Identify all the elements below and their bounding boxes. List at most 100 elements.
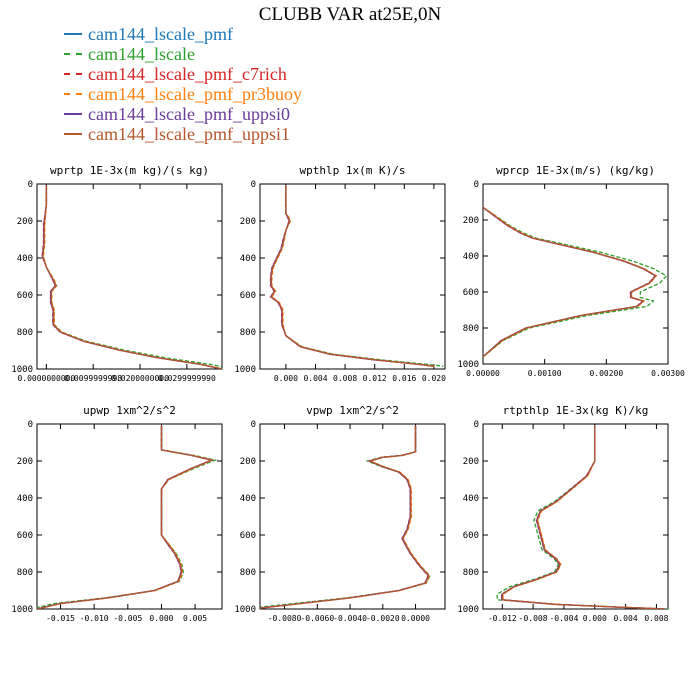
y-tick-label: 400 bbox=[463, 252, 479, 262]
series-line bbox=[483, 206, 657, 358]
x-tick-label: 0.004 bbox=[303, 374, 327, 383]
plot-frame bbox=[36, 423, 223, 610]
y-tick-label: 0 bbox=[28, 180, 33, 190]
series-line bbox=[37, 425, 218, 609]
legend-swatch bbox=[64, 93, 82, 95]
plot-frame bbox=[259, 183, 446, 370]
chart-panel: upwp 1xm^2/s^2 0 200 400 600 800 1000 -0.015 -0.… bbox=[11, 404, 223, 623]
series-line bbox=[269, 185, 434, 367]
y-tick-label: 200 bbox=[463, 216, 479, 226]
series-line bbox=[483, 206, 657, 358]
chart-title: upwp 1xm^2/s^2 bbox=[83, 404, 176, 417]
series-line bbox=[37, 425, 215, 609]
series-line bbox=[260, 425, 431, 609]
series-line bbox=[42, 185, 222, 369]
x-tick-label: 0.016 bbox=[392, 374, 416, 383]
series-line bbox=[270, 185, 435, 367]
x-tick-label: 0.000 bbox=[149, 614, 173, 623]
series-line bbox=[41, 185, 222, 369]
series-line bbox=[483, 206, 657, 358]
chart-title: vpwp 1xm^2/s^2 bbox=[306, 404, 399, 417]
legend-item: cam144_lscale_pmf_uppsi0 bbox=[60, 104, 302, 124]
chart-title: rtpthlp 1E-3x(kg K)/kg bbox=[503, 404, 649, 417]
y-tick-label: 0 bbox=[251, 180, 256, 190]
x-tick-label: 0.000 bbox=[274, 374, 298, 383]
y-tick-label: 0 bbox=[251, 420, 256, 430]
plot-frame bbox=[482, 423, 669, 610]
chart-title: wprcp 1E-3x(m/s) (kg/kg) bbox=[496, 164, 655, 177]
x-tick-label: 0.005 bbox=[183, 614, 207, 623]
y-tick-label: 800 bbox=[17, 328, 33, 338]
legend-swatch bbox=[64, 113, 82, 115]
plot-frame bbox=[259, 423, 446, 610]
series-line bbox=[260, 425, 430, 609]
y-tick-label: 600 bbox=[463, 531, 479, 541]
y-tick-label: 800 bbox=[463, 568, 479, 578]
series-line bbox=[42, 185, 222, 369]
y-tick-label: 200 bbox=[17, 217, 33, 227]
series-line bbox=[501, 425, 665, 609]
series-line bbox=[260, 425, 431, 608]
y-tick-label: 0 bbox=[474, 420, 479, 430]
x-tick-label: -0.005 bbox=[113, 614, 142, 623]
legend-swatch bbox=[64, 73, 82, 75]
chart-panel: wprcp 1E-3x(m/s) (kg/kg) 0 200 400 600 800 100… bbox=[457, 164, 685, 378]
figure-title: CLUBB VAR at25E,0N bbox=[258, 4, 442, 25]
y-tick-label: 600 bbox=[240, 531, 256, 541]
x-tick-label: -0.008 bbox=[519, 614, 548, 623]
x-tick-label: 0.00300 bbox=[651, 369, 685, 378]
y-tick-label: 600 bbox=[240, 291, 256, 301]
x-tick-label: 0.020 bbox=[422, 374, 446, 383]
legend-label: cam144_lscale_pmf_uppsi0 bbox=[88, 104, 290, 124]
plot-frame bbox=[36, 183, 223, 370]
x-tick-label: 0.012 bbox=[363, 374, 387, 383]
series-line bbox=[37, 425, 215, 609]
legend-item: cam144_lscale_pmf_uppsi1 bbox=[60, 124, 302, 144]
x-tick-label: 0.0000 bbox=[401, 614, 430, 623]
x-tick-label: 0.0200000000 bbox=[111, 374, 169, 383]
y-tick-label: 0 bbox=[28, 420, 33, 430]
series-line bbox=[483, 206, 668, 358]
legend-label: cam144_lscale_pmf_uppsi1 bbox=[88, 124, 290, 144]
series-line bbox=[269, 185, 444, 367]
y-tick-label: 400 bbox=[463, 494, 479, 504]
x-tick-label: -0.012 bbox=[488, 614, 517, 623]
legend-label: cam144_lscale_pmf_c7rich bbox=[88, 64, 287, 84]
x-tick-label: 0.004 bbox=[614, 614, 638, 623]
series-line bbox=[496, 425, 668, 609]
x-tick-label: 0.0000000000 bbox=[17, 374, 75, 383]
y-tick-label: 1000 bbox=[234, 365, 256, 375]
x-tick-label: 0.00000 bbox=[466, 369, 500, 378]
x-tick-label: -0.0020 bbox=[366, 614, 400, 623]
legend-item: cam144_lscale_pmf bbox=[60, 24, 302, 44]
y-tick-label: 800 bbox=[17, 568, 33, 578]
series-line bbox=[37, 425, 214, 609]
series-line bbox=[260, 425, 429, 609]
y-tick-label: 200 bbox=[240, 217, 256, 227]
y-tick-label: 200 bbox=[240, 457, 256, 467]
x-tick-label: -0.0040 bbox=[333, 614, 367, 623]
y-tick-label: 600 bbox=[463, 288, 479, 298]
series-line bbox=[483, 206, 657, 358]
series-line bbox=[41, 185, 222, 369]
y-tick-label: 400 bbox=[240, 254, 256, 264]
legend-swatch bbox=[64, 133, 82, 135]
y-tick-label: 400 bbox=[240, 494, 256, 504]
x-tick-label: 0.008 bbox=[333, 374, 357, 383]
x-tick-label: -0.015 bbox=[46, 614, 75, 623]
legend-label: cam144_lscale_pmf bbox=[88, 24, 233, 44]
x-tick-label: -0.010 bbox=[80, 614, 109, 623]
y-tick-label: 800 bbox=[463, 324, 479, 334]
chart-panel: rtpthlp 1E-3x(kg K)/kg02004006008001000-… bbox=[457, 404, 668, 623]
y-tick-label: 1000 bbox=[11, 605, 33, 615]
x-tick-label: 0.00200 bbox=[589, 369, 623, 378]
legend-item: cam144_lscale_pmf_pr3buoy bbox=[60, 84, 302, 104]
series-line bbox=[260, 425, 430, 609]
y-tick-label: 800 bbox=[240, 568, 256, 578]
x-tick-label: 0.0299999990 bbox=[158, 374, 216, 383]
legend: cam144_lscale_pmf cam144_lscale cam144_lsc… bbox=[60, 24, 302, 144]
series-line bbox=[42, 185, 222, 368]
x-tick-label: -0.004 bbox=[549, 614, 578, 623]
